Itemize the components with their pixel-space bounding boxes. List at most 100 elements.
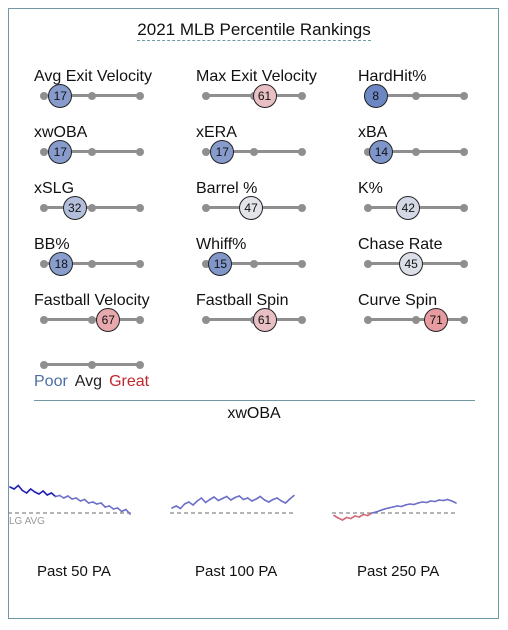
xwoba-line-segment [341, 516, 348, 521]
percentile-bubble: 61 [252, 84, 277, 108]
metric-track: 71 [364, 308, 468, 332]
track-dot [298, 147, 306, 156]
track-dot [460, 91, 468, 100]
xwoba-line-segment [230, 496, 236, 501]
legend-poor: Poor [34, 373, 68, 390]
xwoba-line-segment [333, 514, 340, 519]
track-dot [136, 203, 144, 212]
metric-k: K% 42 [358, 180, 508, 230]
track-dot [460, 147, 468, 156]
track-dot [136, 91, 144, 100]
legend-great: Great [109, 373, 150, 390]
metric-label: xSLG [34, 180, 75, 197]
percentile-bubble: 15 [208, 252, 233, 276]
metric-track: 61 [202, 84, 306, 108]
sparkline-panel [332, 498, 458, 521]
legend-dot-great [136, 360, 144, 369]
xwoba-line-segment [50, 492, 57, 498]
track-dot [412, 91, 420, 100]
track-dot [88, 315, 96, 324]
xwoba-line-segment [350, 515, 356, 520]
metric-xba: xBA 14 [358, 124, 508, 174]
track-dot [250, 259, 258, 268]
metric-curve-spin: Curve Spin 71 [358, 292, 508, 342]
metric-track: 17 [40, 84, 144, 108]
track-dot [202, 203, 210, 212]
track-dot [136, 315, 144, 324]
xwoba-line-segment [192, 500, 199, 506]
track-dot [40, 259, 48, 268]
legend-dot-avg [88, 360, 96, 369]
legend-dot-poor [40, 360, 48, 369]
metric-track: 47 [202, 196, 306, 220]
percentile-bubble: 61 [252, 308, 277, 332]
metric-chase-rate: Chase Rate 45 [358, 236, 508, 286]
track-dot [412, 315, 420, 324]
xwoba-line-segment [17, 484, 24, 492]
track-dot [202, 259, 210, 268]
xwoba-line-segment [204, 498, 211, 504]
xwoba-line-segment [58, 494, 65, 499]
chart-frame [8, 8, 499, 619]
metric-label: xERA [196, 124, 237, 141]
metric-track: 42 [364, 196, 468, 220]
metric-label: K% [358, 180, 383, 197]
track-dot [88, 147, 96, 156]
xwoba-line-segment [196, 497, 203, 502]
percentile-bubble: 17 [48, 140, 73, 164]
xwoba-line-segment [75, 497, 82, 502]
track-dot [40, 91, 48, 100]
metric-label: Barrel % [196, 180, 258, 197]
xwoba-line-segment [225, 495, 232, 501]
xwoba-line-segment [358, 513, 365, 518]
metric-label: HardHit% [358, 68, 427, 85]
xwoba-line-segment [29, 488, 36, 493]
xwoba-line-segment [38, 490, 44, 495]
xwoba-line-segment [267, 498, 274, 503]
section-divider [34, 400, 475, 401]
legend-avg: Avg [74, 373, 103, 390]
chart-title: 2021 MLB Percentile Rankings [137, 20, 371, 41]
metric-label: xBA [358, 124, 388, 141]
metric-label: BB% [34, 236, 70, 253]
xwoba-line-segment [259, 495, 266, 501]
track-dot [40, 315, 48, 324]
xwoba-line-segment [450, 500, 457, 504]
xwoba-line-segment [209, 496, 215, 501]
track-dot [88, 259, 96, 268]
metric-label: Curve Spin [358, 292, 438, 309]
track-dot [40, 203, 48, 212]
track-dot [202, 91, 210, 100]
xwoba-line-segment [200, 497, 207, 504]
metric-fastball-velocity: Fastball Velocity 67 [34, 292, 184, 342]
xwoba-line-segment [125, 508, 131, 515]
panel-label-100: Past 100 PA [195, 563, 278, 580]
track-dot [460, 259, 468, 268]
xwoba-line-segment [366, 512, 373, 517]
metric-track: 61 [202, 308, 306, 332]
track-dot [364, 147, 372, 156]
metric-track: 17 [202, 140, 306, 164]
metric-track: 18 [40, 252, 144, 276]
xwoba-line-segment [276, 497, 283, 502]
percentile-bubble: 67 [96, 308, 121, 332]
metric-label: Max Exit Velocity [196, 68, 317, 85]
sparkline-panel [170, 494, 296, 514]
metric-whiff: Whiff% 15 [196, 236, 346, 286]
metric-track: 45 [364, 252, 468, 276]
percentile-bubble: 71 [424, 308, 449, 332]
percentile-bubble: 18 [49, 252, 74, 276]
metric-xslg: xSLG 32 [34, 180, 184, 230]
metric-track: 8 [363, 84, 468, 108]
track-dot [364, 315, 372, 324]
metric-hardhit: HardHit% 8 [358, 68, 508, 118]
xwoba-line-segment [213, 496, 220, 502]
metric-track: 67 [40, 308, 144, 332]
track-dot [460, 203, 468, 212]
panel-label-50: Past 50 PA [37, 563, 111, 580]
xwoba-line-segment [42, 490, 49, 496]
metric-fastball-spin: Fastball Spin 61 [196, 292, 346, 342]
track-dot [298, 203, 306, 212]
xwoba-line-segment [175, 505, 182, 510]
metric-max-exit-velocity: Max Exit Velocity 61 [196, 68, 346, 118]
